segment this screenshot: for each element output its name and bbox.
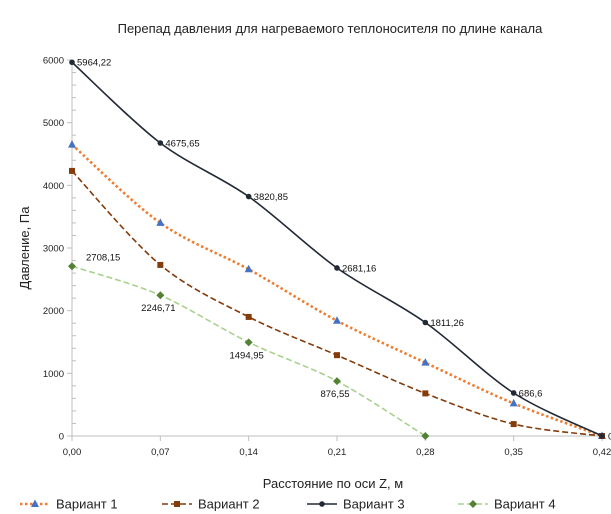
series-marker xyxy=(421,358,430,366)
series-marker xyxy=(334,352,340,359)
series-marker xyxy=(333,316,341,324)
legend-label: Вариант 2 xyxy=(198,497,260,512)
x-tick-label: 0,07 xyxy=(151,447,170,458)
data-labels: 5964,22 4675,65 3820,85 2681,16 1811,26 686,6… xyxy=(77,58,611,443)
legend-marker xyxy=(319,501,325,507)
series-marker xyxy=(509,398,518,407)
data-label: 2708,15 xyxy=(86,252,120,263)
legend: Вариант 1 Вариант 2 Вариант 3 Вариант 4 xyxy=(20,497,556,512)
y-tick-label: 4000 xyxy=(43,181,64,192)
series-marker xyxy=(245,313,252,320)
series-marker xyxy=(156,218,165,226)
series-marker xyxy=(69,167,75,174)
x-tick-label: 0,42 xyxy=(593,447,611,458)
y-tick-label: 6000 xyxy=(43,56,64,67)
series-marker xyxy=(334,265,340,271)
series-marker xyxy=(422,390,429,397)
legend-label: Вариант 3 xyxy=(343,497,405,512)
y-axis-label: Давление, Па xyxy=(17,206,32,290)
series-marker xyxy=(244,338,253,347)
legend-marker xyxy=(469,500,477,508)
x-axis-label: Расстояние по оси Z, м xyxy=(263,476,403,491)
series-marker xyxy=(510,390,517,396)
x-tick-label: 0,35 xyxy=(504,447,523,458)
y-tick-label: 3000 xyxy=(43,244,64,255)
series-marker xyxy=(68,140,76,148)
data-label: 2246,71 xyxy=(141,303,175,314)
series-marker xyxy=(156,291,165,300)
series-marker xyxy=(68,262,76,271)
x-tick-label: 0,00 xyxy=(63,447,82,458)
y-tick-label: 2000 xyxy=(43,306,64,317)
series-marker xyxy=(510,421,517,428)
legend-marker xyxy=(174,501,180,507)
series-marker xyxy=(599,433,605,439)
axes: 0 1000 2000 3000 4000 5000 6000 0,00 0,07 0,14 0,2… xyxy=(43,56,611,459)
legend-marker xyxy=(31,499,39,507)
data-label: 3820,85 xyxy=(254,192,288,203)
data-label: 1494,95 xyxy=(229,350,263,361)
y-tick-label: 5000 xyxy=(43,118,64,129)
series-marker xyxy=(333,377,341,386)
legend-label: Вариант 4 xyxy=(494,497,556,512)
data-label: 5964,22 xyxy=(77,58,111,69)
series-marker xyxy=(421,432,430,440)
series-marker xyxy=(157,261,164,268)
data-label: 0 xyxy=(608,432,611,443)
series-marker xyxy=(422,319,429,326)
chart-title: Перепад давления для нагреваемого теплон… xyxy=(118,21,544,36)
legend-label: Вариант 1 xyxy=(56,497,118,512)
series-marker xyxy=(157,140,164,146)
y-tick-label: 1000 xyxy=(43,369,64,380)
y-tick-label: 0 xyxy=(59,432,64,443)
x-tick-label: 0,14 xyxy=(239,447,258,458)
data-label: 876,55 xyxy=(320,389,349,400)
data-label: 2681,16 xyxy=(342,263,376,274)
data-label: 4675,65 xyxy=(165,138,199,149)
series-marker xyxy=(69,59,75,66)
series-marker xyxy=(244,264,253,273)
series-layer xyxy=(68,59,606,440)
x-tick-label: 0,21 xyxy=(328,447,347,458)
x-tick-label: 0,28 xyxy=(416,447,435,458)
data-label: 1811,26 xyxy=(430,318,464,329)
data-label: 686,6 xyxy=(519,388,543,399)
series-marker xyxy=(245,193,252,200)
